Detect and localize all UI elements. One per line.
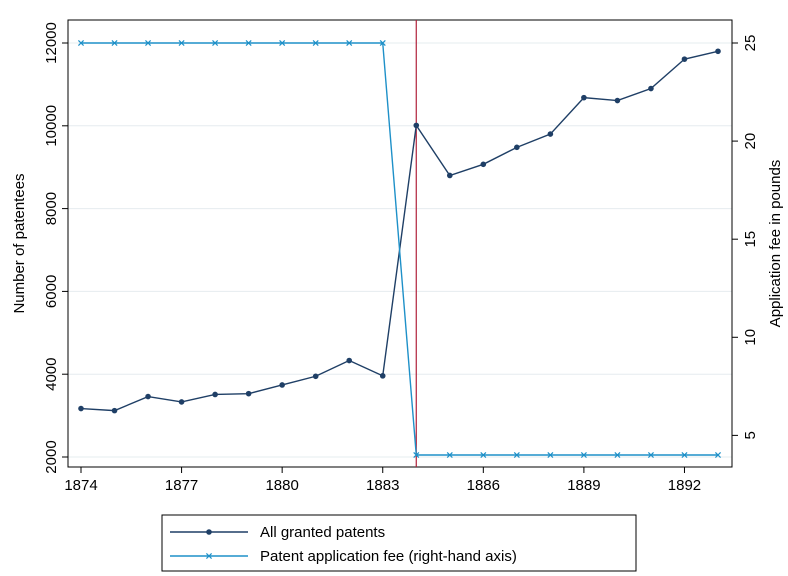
data-point — [279, 382, 285, 388]
y-right-tick-label: 25 — [742, 35, 759, 52]
x-tick-label: 1889 — [567, 477, 600, 494]
data-point — [580, 451, 587, 459]
data-point — [78, 405, 84, 412]
series-layer — [77, 20, 722, 467]
data-point — [245, 390, 252, 397]
gridlines — [68, 42, 732, 458]
y-left-tick-label: 6000 — [43, 275, 60, 308]
y-right-tick-label: 15 — [742, 231, 759, 248]
data-point — [346, 39, 353, 47]
y-right-axis-title: Application fee in pounds — [767, 160, 784, 328]
y-left-tick-label: 4000 — [43, 358, 60, 391]
data-point — [446, 451, 453, 459]
y-right-tick-label: 20 — [742, 133, 759, 150]
data-point — [312, 373, 319, 380]
data-point — [480, 451, 487, 459]
y-left-tick-label: 2000 — [43, 440, 60, 473]
series-line — [81, 42, 718, 456]
data-point — [145, 39, 152, 47]
data-point — [346, 357, 353, 364]
data-point — [312, 39, 319, 47]
data-point — [614, 97, 621, 104]
data-point — [480, 161, 487, 168]
legend-box — [161, 514, 637, 572]
data-point — [513, 451, 520, 459]
data-point — [514, 144, 520, 151]
data-point — [212, 39, 219, 47]
data-point — [379, 39, 386, 47]
y-left-tick-label: 12000 — [43, 22, 60, 64]
data-point — [145, 393, 151, 400]
plot-frame — [67, 19, 733, 468]
x-tick-label: 1886 — [467, 477, 500, 494]
data-point — [547, 451, 554, 459]
data-point — [413, 122, 420, 129]
data-point — [614, 451, 621, 459]
data-point — [581, 94, 587, 101]
data-point — [245, 39, 252, 47]
y-left-tick-label: 8000 — [43, 192, 60, 225]
x-tick-label: 1874 — [64, 477, 97, 494]
axes: 2000 4000 6000 8000 10000 12000 5 10 15 20 25 1874 1… — [11, 22, 784, 494]
x-tick-label: 1877 — [165, 477, 198, 494]
data-point — [715, 48, 721, 55]
y-right-tick-label: 10 — [742, 329, 759, 346]
data-point — [647, 451, 654, 459]
legend-swatch-marker — [206, 529, 212, 535]
y-right-tick-label: 5 — [742, 431, 759, 439]
data-point — [111, 39, 118, 47]
legend-label: Patent application fee (right-hand axis) — [260, 548, 517, 565]
data-point — [681, 56, 688, 62]
data-point — [446, 172, 453, 179]
x-tick-label: 1880 — [265, 477, 298, 494]
data-point — [648, 85, 654, 92]
x-tick-label: 1883 — [366, 477, 399, 494]
data-point — [547, 131, 554, 137]
data-point — [714, 451, 722, 459]
x-tick-label: 1892 — [668, 477, 701, 494]
data-point — [279, 39, 286, 47]
legend: All granted patents Patent application fe… — [161, 514, 637, 572]
data-point — [681, 451, 688, 459]
data-point — [111, 407, 118, 414]
data-point — [178, 39, 185, 47]
data-point — [212, 391, 218, 398]
data-point — [379, 373, 386, 379]
data-point — [77, 39, 85, 47]
legend-label: All granted patents — [260, 524, 385, 541]
legend-swatch-marker — [205, 552, 213, 560]
data-point — [178, 399, 185, 405]
y-left-tick-label: 10000 — [43, 105, 60, 147]
data-point — [413, 451, 420, 459]
y-left-axis-title: Number of patentees — [11, 173, 28, 313]
